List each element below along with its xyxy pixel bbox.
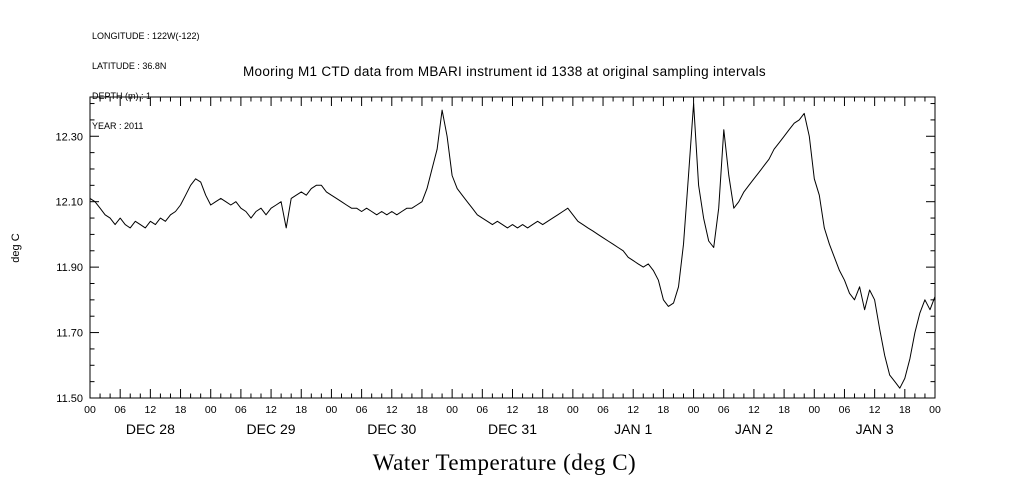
day-labels: DEC 28 DEC 29 DEC 30 DEC 31 JAN 1 JAN 2 JAN 3 (126, 421, 894, 437)
x-tick-label: 06 (597, 404, 609, 416)
plot-border (89, 96, 936, 399)
meta-depth: DEPTH (m) : 1 (92, 91, 152, 101)
y-tick-label: 12.10 (55, 197, 83, 209)
x-tick-label: 18 (537, 404, 549, 416)
x-tick-label: 12 (869, 404, 881, 416)
x-tick-label: 12 (507, 404, 519, 416)
y-tick-label: 11.90 (56, 262, 83, 274)
temperature-line (89, 103, 936, 389)
x-tick-label: 00 (688, 404, 700, 416)
meta-latitude: LATITUDE : 36.8N (92, 61, 167, 71)
day-label: JAN 2 (735, 421, 773, 437)
meta-year: YEAR : 2011 (92, 121, 144, 131)
x-tick-label: 06 (718, 404, 730, 416)
x-tick-label: 12 (386, 404, 398, 416)
chart-title: Mooring M1 CTD data from MBARI instrumen… (243, 64, 766, 79)
y-axis-label: deg C (10, 233, 22, 263)
day-label: JAN 1 (614, 421, 652, 437)
x-tick-labels: 00 06 12 18 00 06 12 18 00 06 12 18 00 06 12 18 00 06 12 18… (84, 404, 941, 416)
x-tick-label: 12 (145, 404, 157, 416)
day-label: JAN 3 (856, 421, 894, 437)
x-tick-label: 06 (235, 404, 247, 416)
x-tick-label: 18 (778, 404, 790, 416)
x-tick-label: 00 (446, 404, 458, 416)
y-tick-label: 11.70 (56, 328, 83, 340)
x-tick-label: 18 (658, 404, 670, 416)
day-label: DEC 30 (367, 421, 416, 437)
meta-longitude: LONGITUDE : 122W(-122) (92, 31, 200, 41)
x-tick-label: 00 (567, 404, 579, 416)
x-tick-label: 18 (175, 404, 187, 416)
day-label: DEC 28 (126, 421, 175, 437)
day-label: DEC 29 (247, 421, 296, 437)
y-tick-labels: 11.50 11.70 11.90 12.10 12.30 (55, 131, 83, 405)
x-tick-label: 12 (748, 404, 760, 416)
x-tick-label: 06 (839, 404, 851, 416)
x-tick-label: 00 (808, 404, 820, 416)
x-tick-label: 12 (627, 404, 639, 416)
figure-caption: Water Temperature (deg C) (372, 450, 637, 475)
x-tick-label: 18 (295, 404, 307, 416)
x-tick-label: 00 (205, 404, 217, 416)
x-tick-label: 00 (326, 404, 338, 416)
x-tick-label: 00 (929, 404, 941, 416)
x-tick-label: 06 (114, 404, 126, 416)
x-tick-label: 18 (899, 404, 911, 416)
y-tick-label: 11.50 (56, 393, 83, 405)
metadata-block: LONGITUDE : 122W(-122) LATITUDE : 36.8N … (92, 11, 200, 151)
axes (89, 96, 936, 399)
x-tick-label: 12 (265, 404, 277, 416)
y-tick-label: 12.30 (55, 131, 83, 143)
x-tick-label: 18 (416, 404, 428, 416)
x-tick-label: 00 (84, 404, 96, 416)
x-tick-label: 06 (476, 404, 488, 416)
day-label: DEC 31 (488, 421, 537, 437)
x-tick-label: 06 (356, 404, 368, 416)
